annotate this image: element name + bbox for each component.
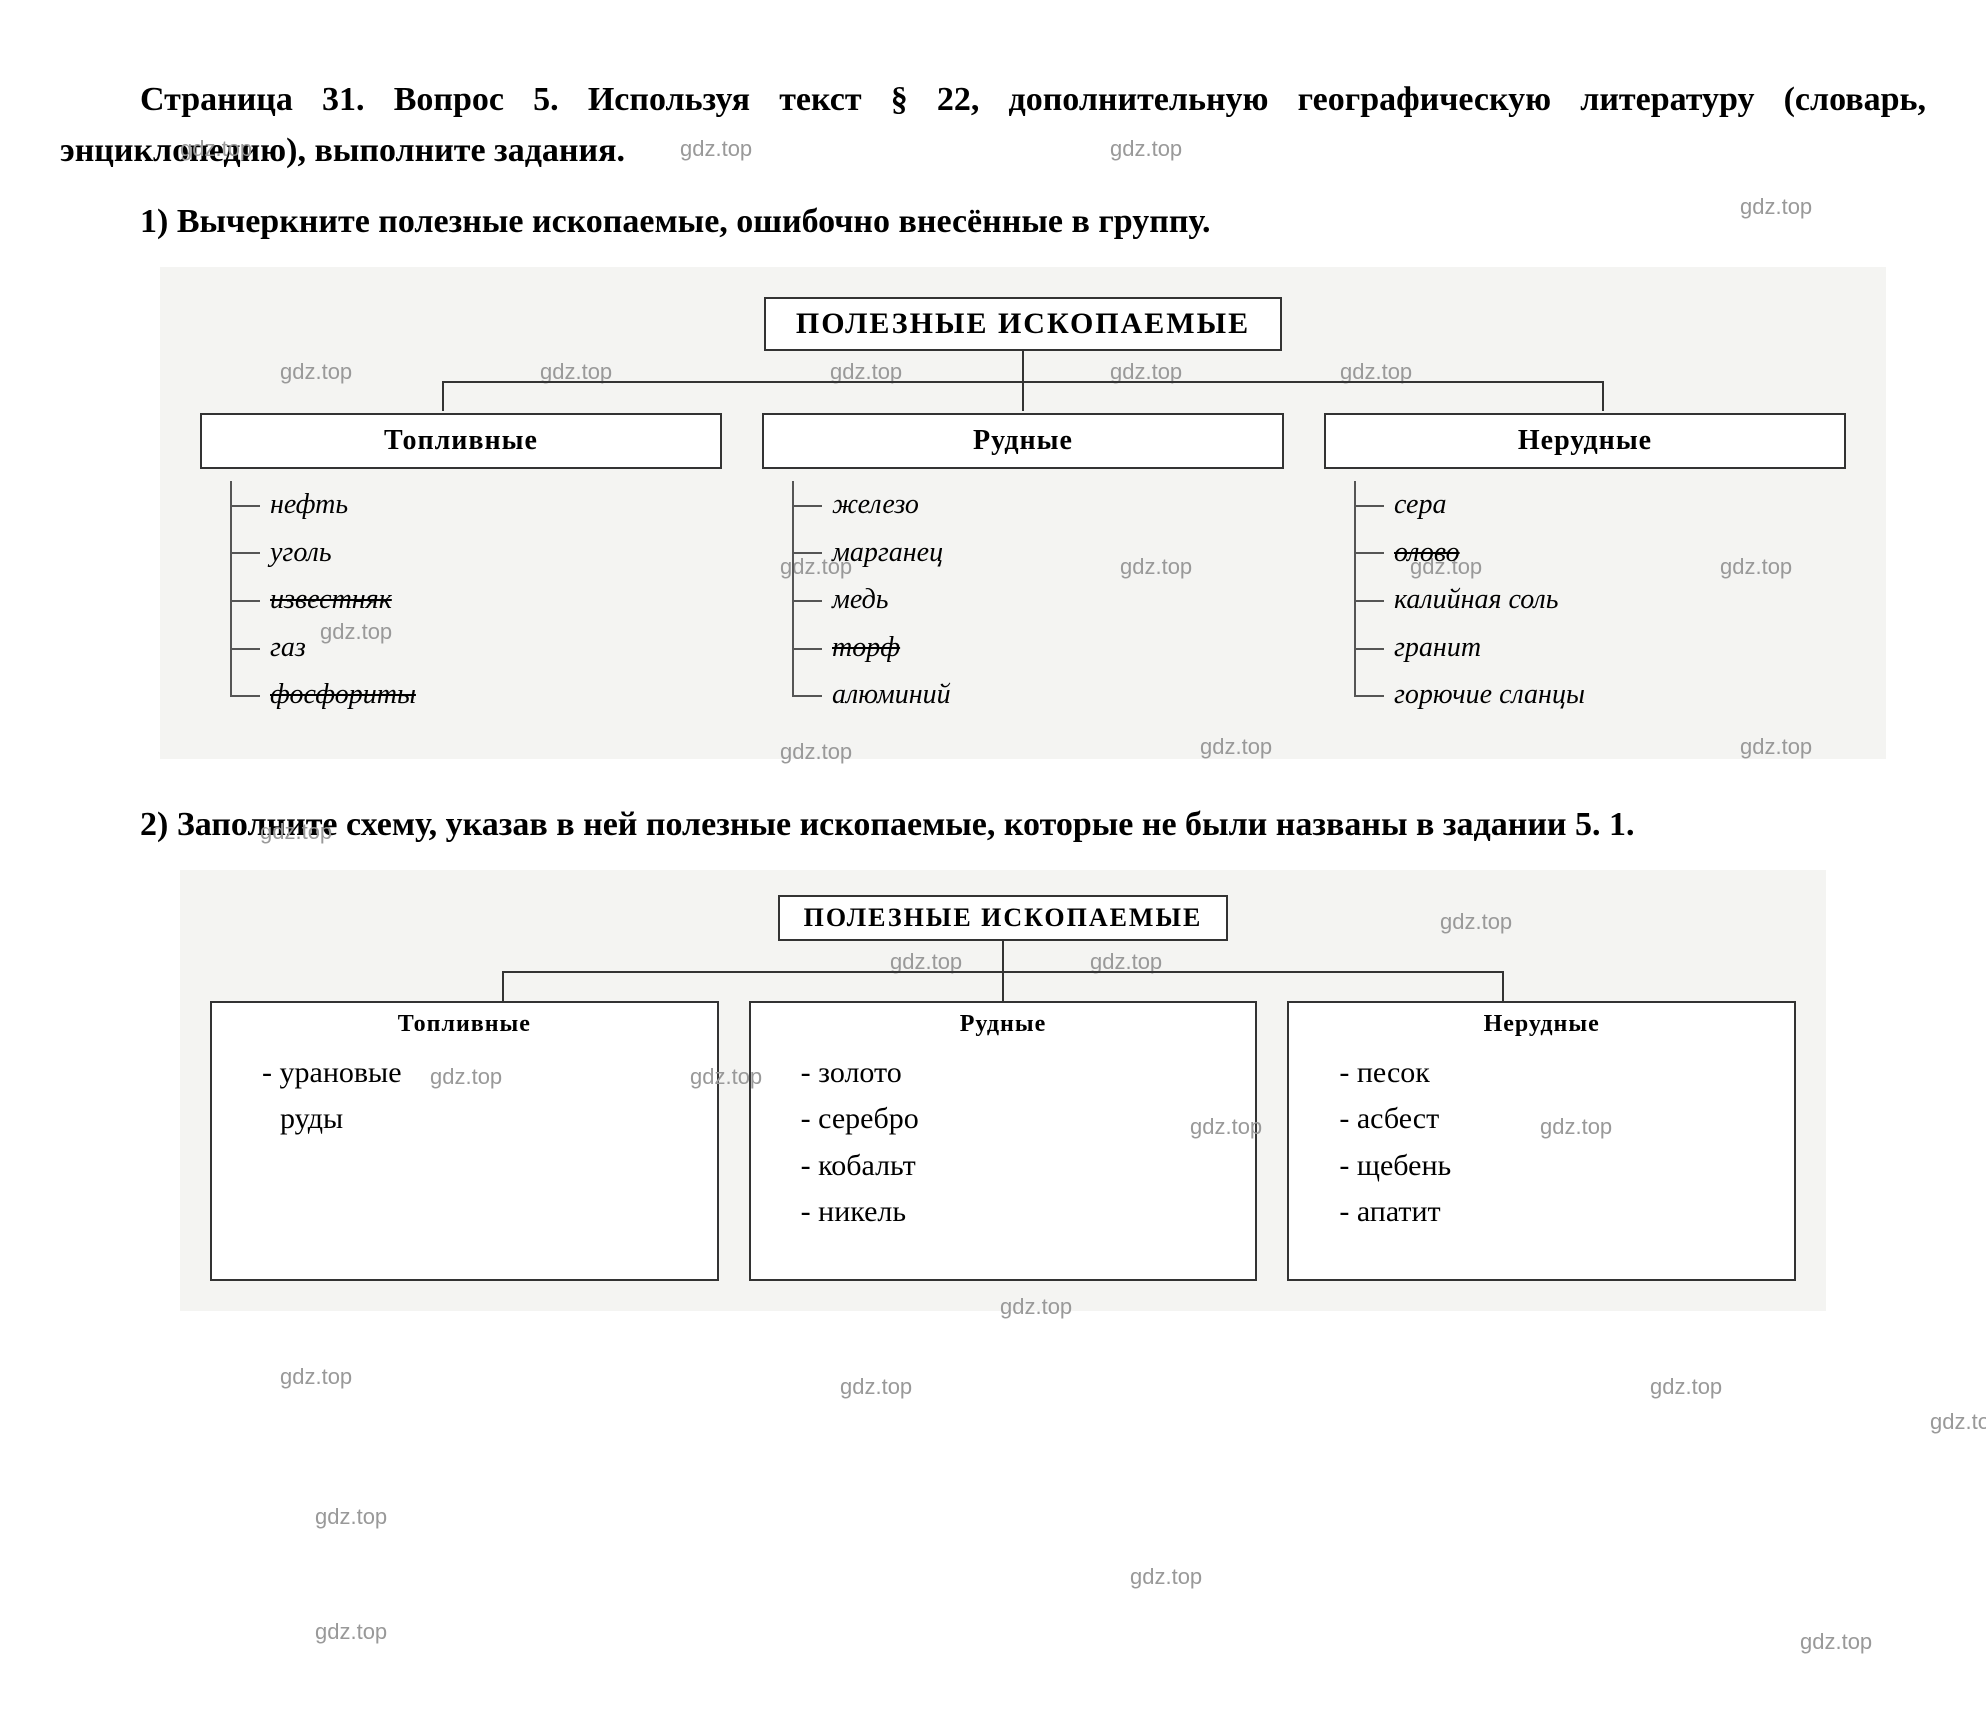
task1-label: 1) Вычеркните полезные ископаемые, ошибо… (60, 196, 1926, 247)
list-item: асбест (1339, 1096, 1774, 1143)
watermark: gdz.top (1650, 1374, 1722, 1400)
branch-stub (502, 971, 504, 1001)
diagram2-column: Нерудныепесокасбестщебеньапатит (1287, 1001, 1796, 1281)
list-item-text: уголь (270, 537, 332, 568)
branch-stub (1502, 971, 1504, 1001)
watermark: gdz.top (840, 1374, 912, 1400)
diagram2-columns: ТопливныеурановыерудыРудныезолотосеребро… (210, 1001, 1796, 1281)
connector-vertical (1002, 941, 1004, 971)
list-item-text: газ (270, 632, 306, 663)
list-item-text: известняк (270, 584, 392, 615)
watermark: gdz.top (1930, 1409, 1986, 1435)
connector-vertical (1022, 351, 1024, 381)
watermark: gdz.top (1130, 1564, 1202, 1590)
intro-prefix: Страница 31. Вопрос 5. (140, 81, 559, 118)
list-item: торф (792, 624, 1284, 672)
item-list: урановыеруды (212, 1050, 717, 1143)
list-item: марганец (792, 529, 1284, 577)
task2-label: 2) Заполните схему, указав в ней полезны… (60, 799, 1926, 850)
list-item: песок (1339, 1050, 1774, 1097)
list-item-text: фосфориты (270, 679, 416, 710)
list-item: уголь (230, 529, 722, 577)
diagram2-root-box: ПОЛЕЗНЫЕ ИСКОПАЕМЫЕ (778, 895, 1229, 941)
diagram-2: ПОЛЕЗНЫЕ ИСКОПАЕМЫЕ Топливныеурановыеруд… (180, 870, 1826, 1311)
column-header: Топливные (212, 1003, 717, 1050)
diagram1-column: Рудные железо марганец медь торф алюминий (762, 413, 1284, 719)
list-item-text: марганец (832, 537, 943, 568)
intro-paragraph: Страница 31. Вопрос 5. Используя текст §… (60, 74, 1926, 176)
watermark: gdz.top (280, 1364, 352, 1390)
list-item-text: железо (832, 489, 919, 520)
list-item: фосфориты (230, 671, 722, 719)
list-item: руды (262, 1096, 697, 1143)
list-item-text: медь (832, 584, 889, 615)
list-item-text: олово (1394, 537, 1460, 568)
diagram2-column: Рудныезолотосереброкобальтникель (749, 1001, 1258, 1281)
diagram2-column: Топливныеурановыеруды (210, 1001, 719, 1281)
diagram1-root-box: ПОЛЕЗНЫЕ ИСКОПАЕМЫЕ (764, 297, 1282, 351)
diagram1-column: Нерудные сера олово калийная соль гранит горю… (1324, 413, 1846, 719)
connector-horizontal (443, 381, 1603, 383)
diagram-1: ПОЛЕЗНЫЕ ИСКОПАЕМЫЕ Топливные нефть уголь и… (160, 267, 1886, 759)
item-list: железо марганец медь торф алюминий (762, 469, 1284, 719)
list-item: апатит (1339, 1189, 1774, 1236)
item-list: песокасбестщебеньапатит (1289, 1050, 1794, 1236)
list-item: медь (792, 576, 1284, 624)
list-item-text: сера (1394, 489, 1447, 520)
list-item: золото (801, 1050, 1236, 1097)
branch-stub (1002, 971, 1004, 1001)
list-item: железо (792, 481, 1284, 529)
branch-stub (442, 381, 444, 411)
list-item: горючие сланцы (1354, 671, 1846, 719)
item-list: сера олово калийная соль гранит горючие слан… (1324, 469, 1846, 719)
column-header: Нерудные (1289, 1003, 1794, 1050)
item-list: нефть уголь известняк газ фосфориты (200, 469, 722, 719)
watermark: gdz.top (315, 1504, 387, 1530)
list-item: газ (230, 624, 722, 672)
list-item-text: гранит (1394, 632, 1481, 663)
list-item: никель (801, 1189, 1236, 1236)
column-header: Рудные (762, 413, 1284, 469)
list-item: серебро (801, 1096, 1236, 1143)
list-item-text: калийная соль (1394, 584, 1559, 615)
list-item: урановые (262, 1050, 697, 1097)
list-item: щебень (1339, 1143, 1774, 1190)
watermark: gdz.top (315, 1619, 387, 1645)
diagram1-root-row: ПОЛЕЗНЫЕ ИСКОПАЕМЫЕ (200, 297, 1846, 351)
list-item-text: нефть (270, 489, 348, 520)
list-item: сера (1354, 481, 1846, 529)
branch-stub (1022, 381, 1024, 411)
column-header: Нерудные (1324, 413, 1846, 469)
diagram1-columns: Топливные нефть уголь известняк газ фосфориты… (200, 413, 1846, 719)
list-item-text: горючие сланцы (1394, 679, 1585, 710)
list-item: кобальт (801, 1143, 1236, 1190)
diagram1-column: Топливные нефть уголь известняк газ фосфориты (200, 413, 722, 719)
list-item: олово (1354, 529, 1846, 577)
list-item: гранит (1354, 624, 1846, 672)
diagram2-root-row: ПОЛЕЗНЫЕ ИСКОПАЕМЫЕ (210, 895, 1796, 941)
item-list: золотосереброкобальтникель (751, 1050, 1256, 1236)
connector-horizontal (503, 971, 1503, 973)
list-item-text: алюминий (832, 679, 951, 710)
column-header: Рудные (751, 1003, 1256, 1050)
branch-stub (1602, 381, 1604, 411)
list-item: известняк (230, 576, 722, 624)
list-item: алюминий (792, 671, 1284, 719)
list-item: калийная соль (1354, 576, 1846, 624)
page-root: gdz.topgdz.topgdz.topgdz.topgdz.topgdz.t… (60, 74, 1926, 1311)
list-item-text: торф (832, 632, 900, 663)
column-header: Топливные (200, 413, 722, 469)
list-item: нефть (230, 481, 722, 529)
watermark: gdz.top (1800, 1629, 1872, 1655)
